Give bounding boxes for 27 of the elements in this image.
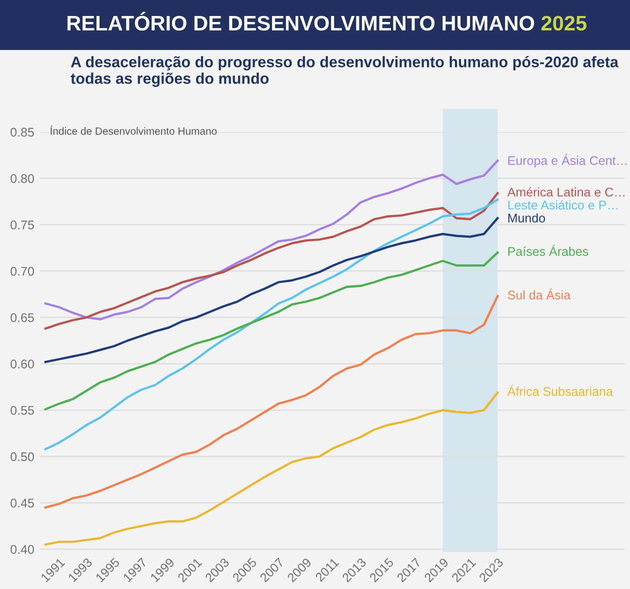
line-series [44,198,499,450]
chart-subtitle: A desaceleração do progresso do desenvolvimento humano pós-2020 afeta todas as regiões do mundo [70,56,619,87]
line-series [44,160,499,320]
y-tick-label: 0.60 [10,360,34,368]
chart-title: RELATÓRIO DE DESENVOLVIMENTO HUMANO 2025 [68,12,587,31]
series-label: Países Árabes [508,244,588,256]
y-tick-label: 0.50 [10,452,34,462]
y-tick-label: 0.75 [10,220,34,230]
series-label: Europa e Ásia Cent… [508,154,627,168]
series-label: Leste Asiático e P… [508,200,618,210]
series-label: Mundo [508,213,546,223]
line-series [44,294,499,509]
y-tick-label: 0.65 [10,313,34,322]
y-axis-title: Índice de Desenvolvimento Humano [50,126,217,135]
series-label: América Latina e C… [507,187,624,197]
y-tick-label: 0.85 [10,128,34,137]
series-label: África Subsaariana [507,384,613,396]
y-tick-label: 0.40 [10,545,34,554]
y-tick-label: 0.45 [10,498,34,508]
series-label: Sul da Ásia [508,288,571,300]
line-series [44,251,499,410]
line-series [44,192,499,330]
y-tick-label: 0.70 [10,266,34,276]
line-series [44,217,499,364]
line-series [44,391,499,546]
y-tick-label: 0.55 [10,406,34,415]
y-tick-label: 0.80 [10,174,34,184]
